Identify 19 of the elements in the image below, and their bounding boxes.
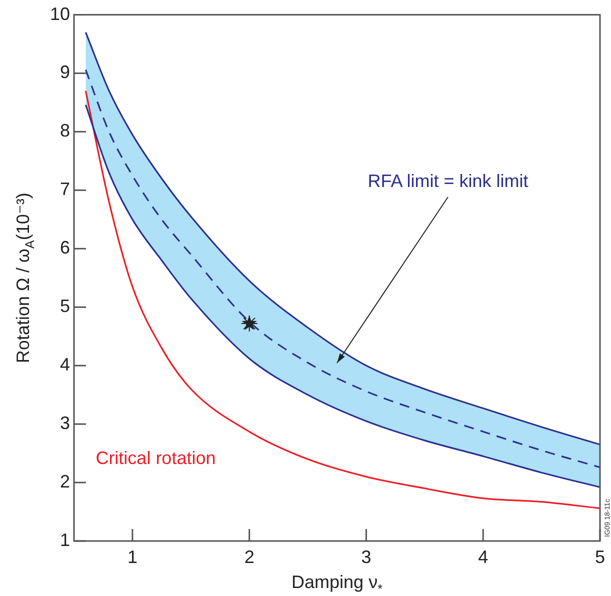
y-axis-title: Rotation Ω / ωA(10⁻³) [12, 192, 37, 364]
x-tick-label: 5 [594, 546, 605, 567]
y-tick-label: 7 [60, 179, 70, 200]
y-tick-label: 8 [60, 120, 70, 141]
y-tick-label: 2 [60, 472, 70, 492]
x-tick-label: 1 [127, 546, 138, 567]
y-tick-label: 4 [60, 354, 70, 375]
y-tick-label: 10 [50, 4, 70, 24]
y-tick-label: 5 [60, 296, 70, 316]
y-tick-label: 6 [60, 238, 70, 258]
y-tick-label: 1 [60, 530, 70, 550]
y-tick-label: 9 [60, 62, 70, 82]
x-tick-label: 2 [244, 546, 254, 567]
x-axis-title: Damping ν* [292, 572, 383, 596]
x-tick-label: 3 [361, 546, 372, 567]
series-label: Critical rotation [96, 448, 216, 468]
annotation: RFA limit = kink limit [368, 170, 528, 191]
x-tick-label: 4 [478, 546, 488, 567]
y-tick-label: 3 [60, 413, 70, 434]
